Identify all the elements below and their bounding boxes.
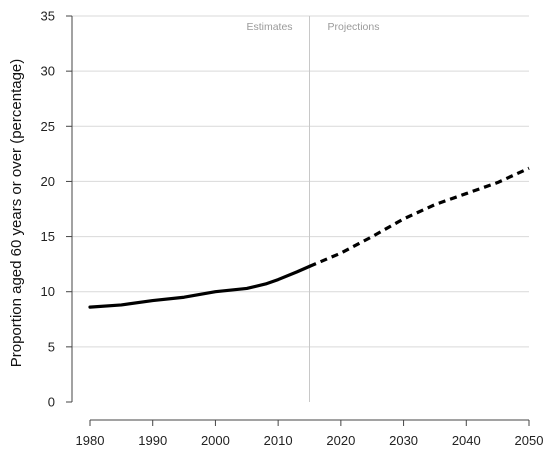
y-tick-label-5: 5 xyxy=(48,339,55,354)
y-tick-label-20: 20 xyxy=(41,174,55,189)
y-tick-label-0: 0 xyxy=(48,395,55,410)
y-tick-label-25: 25 xyxy=(41,119,55,134)
y-tick-label-10: 10 xyxy=(41,284,55,299)
estimate-line xyxy=(88,264,312,309)
x-tick-label-2010: 2010 xyxy=(264,433,293,448)
x-tick-label-2040: 2040 xyxy=(452,433,481,448)
x-tick-label-1990: 1990 xyxy=(138,433,167,448)
y-tick-label-30: 30 xyxy=(41,64,55,79)
y-tick-label-35: 35 xyxy=(41,9,55,24)
projection-line xyxy=(308,166,530,268)
x-tick-label-2030: 2030 xyxy=(389,433,418,448)
annotations: Estimates Projections xyxy=(246,16,379,402)
gridlines xyxy=(72,15,529,348)
x-tick-label-1980: 1980 xyxy=(76,433,105,448)
y-axis-label: Proportion aged 60 years or over (percen… xyxy=(8,59,25,368)
projections-label: Projections xyxy=(328,21,380,33)
y-tick-label-15: 15 xyxy=(41,229,55,244)
x-tick-label-2050: 2050 xyxy=(515,433,544,448)
series-lines xyxy=(88,166,530,309)
estimates-label: Estimates xyxy=(246,21,292,33)
axes: 0 5 10 15 20 25 30 35 1980 1990 2000 2010 2020 2030 20… xyxy=(41,9,544,449)
x-tick-label-2000: 2000 xyxy=(201,433,230,448)
x-tick-label-2020: 2020 xyxy=(326,433,355,448)
